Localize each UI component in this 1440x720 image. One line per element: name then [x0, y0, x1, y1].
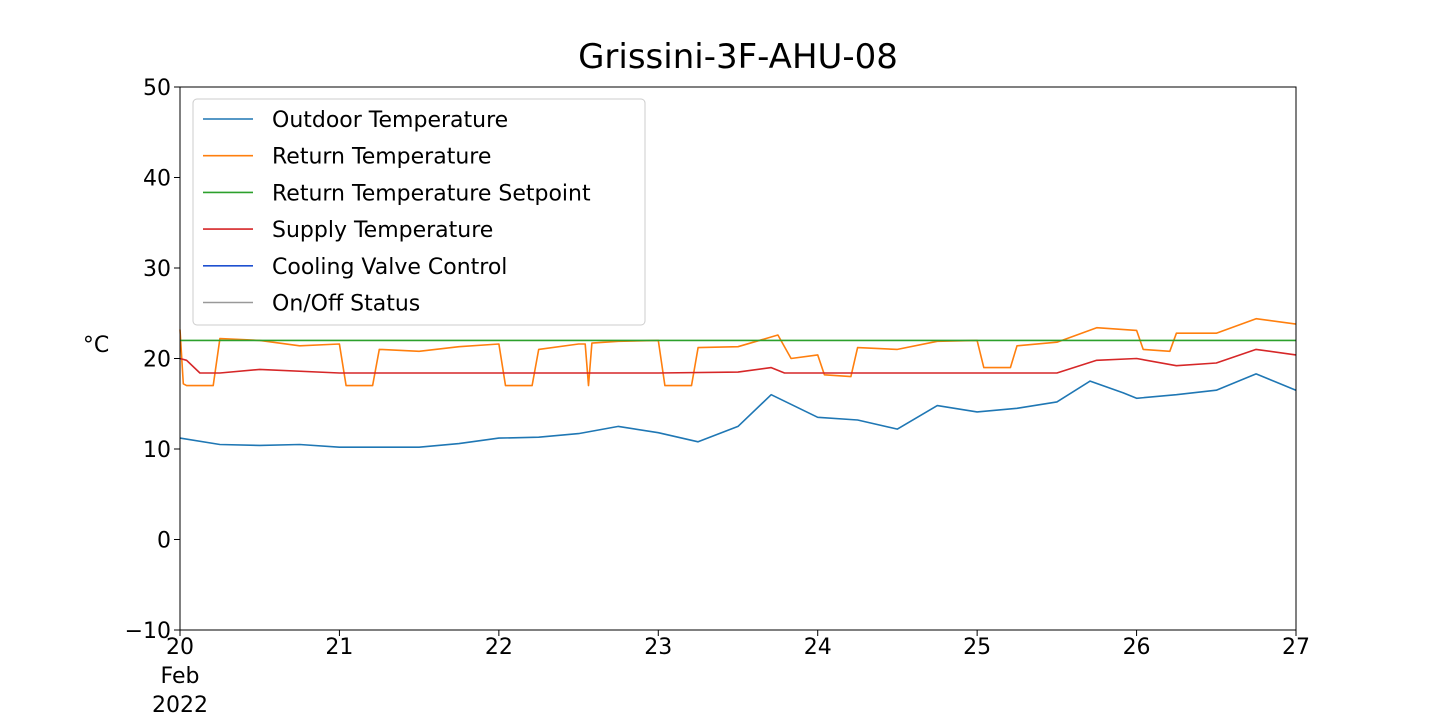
x-tick-label: 20: [166, 635, 194, 660]
series-line-3: [179, 348, 1297, 374]
x-tick-label: 27: [1282, 635, 1310, 660]
x-tick-label: 22: [485, 635, 513, 660]
legend-label: On/Off Status: [272, 292, 420, 317]
y-tick-label: 20: [143, 348, 171, 373]
legend-label: Outdoor Temperature: [272, 108, 508, 133]
legend: Outdoor Temperature Return Temperature Ret…: [192, 98, 646, 326]
x-tick-label: 26: [1123, 635, 1151, 660]
x-tick-sublabel: Feb: [161, 664, 200, 689]
y-tick-label: 30: [143, 257, 171, 282]
y-tick-label: −10: [125, 619, 171, 644]
series-line-0: [179, 373, 1297, 448]
legend-label: Supply Temperature: [272, 218, 493, 243]
x-tick-label: 25: [963, 635, 991, 660]
x-tick-sublabel: 2022: [152, 693, 208, 718]
legend-label: Cooling Valve Control: [272, 255, 507, 280]
y-tick-label: 40: [143, 167, 171, 192]
x-tick-label: 21: [325, 635, 353, 660]
y-tick-label: 0: [157, 529, 171, 554]
legend-label: Return Temperature: [272, 145, 491, 170]
y-tick-label: 10: [143, 438, 171, 463]
series-line-1: [179, 317, 1297, 387]
chart-title: Grissini-3F-AHU-08: [578, 37, 898, 77]
y-tick-label: 50: [143, 76, 171, 101]
x-tick-label: 24: [804, 635, 832, 660]
plot-area: [179, 317, 1297, 448]
axes: −10 0 10 20 30 40 50 20 Feb 2022 21 22 23 24 25 26 27: [125, 76, 1310, 718]
legend-label: Return Temperature Setpoint: [272, 181, 591, 206]
legend-box: [192, 98, 646, 326]
x-tick-label: 23: [644, 635, 672, 660]
y-axis-label: °C: [83, 333, 109, 358]
